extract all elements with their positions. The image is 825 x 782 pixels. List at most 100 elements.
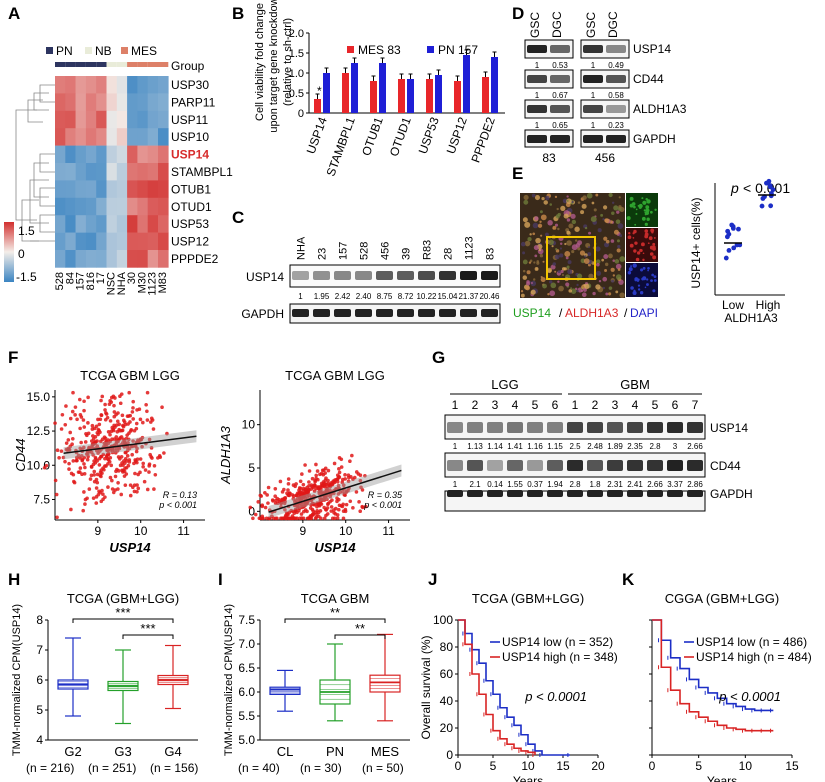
scatter-point: [143, 468, 148, 472]
col-header: GSC: [584, 12, 598, 38]
band-value: 0.14: [487, 480, 503, 489]
band-value: 15.04: [437, 292, 458, 301]
channel-dot: [650, 237, 653, 240]
scatter-point: [322, 498, 327, 502]
panel-e-label: E: [512, 164, 524, 183]
channel-dot: [645, 198, 648, 201]
scatter-point: [308, 514, 313, 518]
lane-label: 7: [692, 398, 699, 412]
cell-dot: [568, 223, 574, 229]
scatter-point: [80, 458, 85, 463]
band: [439, 271, 456, 280]
channel-dot: [646, 199, 651, 204]
dendrogram-branch: [33, 92, 49, 111]
scatter-point: [88, 477, 93, 481]
channel-dot: [653, 275, 657, 279]
scatter-point: [260, 514, 265, 519]
cell-dot: [618, 196, 621, 199]
scatter-point: [318, 490, 323, 494]
cell-dot: [552, 262, 557, 266]
y-tick-label: 5: [248, 461, 255, 475]
band: [397, 309, 414, 317]
cell-dot: [559, 253, 564, 258]
cell-dot: [543, 200, 548, 205]
bar: [398, 79, 405, 113]
y-tick-label: 8: [36, 613, 43, 627]
cell-dot: [602, 286, 606, 290]
scatter-point: [124, 436, 129, 441]
heatmap-cell: [55, 197, 66, 216]
scatter-point: [357, 500, 361, 504]
scatter-point: [162, 451, 166, 455]
channel-dot: [646, 278, 649, 281]
heatmap-cell: [85, 250, 97, 268]
dot-low: [723, 255, 729, 261]
band: [397, 271, 414, 280]
cell-dot: [544, 232, 549, 237]
dendrogram-branch: [27, 99, 43, 123]
cell-dot: [587, 252, 592, 257]
cell-dot: [615, 263, 622, 270]
band: [606, 45, 626, 53]
cell-dot: [533, 261, 536, 264]
scatter-point: [293, 509, 298, 513]
scatter-point: [346, 479, 351, 484]
scatter-point: [341, 483, 346, 488]
group-cell: [96, 62, 107, 67]
cell-dot: [592, 291, 596, 296]
sig-label: ***: [115, 605, 130, 620]
scatter-point: [322, 484, 327, 489]
category-label: OTUB1: [359, 115, 386, 158]
band-value: 0.23: [608, 121, 624, 130]
scatter-point: [330, 483, 334, 487]
heatmap-cell: [96, 110, 107, 129]
cell-dot: [523, 199, 529, 205]
e-ylabel: USP14+ cells(%): [689, 197, 703, 288]
cell-dot: [587, 246, 590, 249]
band: [667, 460, 683, 471]
band-value: 1: [298, 292, 303, 301]
scatter-point: [291, 483, 296, 487]
dot-high: [759, 203, 765, 209]
heatmap-cell: [147, 128, 159, 146]
scatter-point: [123, 483, 128, 487]
scatter-point: [63, 459, 67, 464]
y-tick-label: 0.5: [289, 88, 304, 100]
cell-dot: [581, 203, 587, 209]
band: [507, 422, 523, 433]
scatter-point: [95, 480, 100, 485]
scatter-point: [343, 509, 348, 514]
scatter-point: [115, 419, 120, 424]
channel-dot: [651, 273, 655, 277]
y-tick-label: 0: [446, 748, 453, 762]
sig-bracket: [284, 618, 386, 623]
heatmap-cell: [96, 250, 107, 268]
fit-line: [268, 469, 402, 513]
band-value: 1: [591, 91, 596, 100]
scatter-point: [338, 490, 343, 495]
scatter-point: [131, 406, 135, 410]
cell-dot: [540, 275, 543, 279]
scatter-point: [263, 491, 267, 495]
row-label: USP14: [633, 42, 671, 56]
scatter-point: [110, 437, 114, 442]
heatmap-cell: [158, 110, 169, 129]
sample-label: 816: [85, 272, 97, 290]
band: [447, 460, 463, 471]
scatter-point: [66, 438, 71, 442]
cell-dot: [602, 276, 608, 282]
cell-dot: [539, 220, 542, 223]
lane-label: 3: [492, 398, 499, 412]
scatter-point: [301, 482, 306, 487]
band-value: 2.86: [687, 480, 703, 489]
band-value: 1.95: [314, 292, 330, 301]
channel-dot: [652, 289, 656, 293]
band-value: 1.16: [527, 442, 543, 451]
heatmap-cell: [158, 215, 169, 233]
survival-j: TCGA (GBM+LGG) Overall survival (%) 0 5 10 15…: [419, 591, 618, 782]
scatter-point: [139, 437, 144, 442]
cell-dot: [590, 216, 597, 223]
scatter-point: [329, 509, 334, 513]
scatter-point: [68, 430, 73, 435]
scatter-point: [119, 492, 124, 497]
